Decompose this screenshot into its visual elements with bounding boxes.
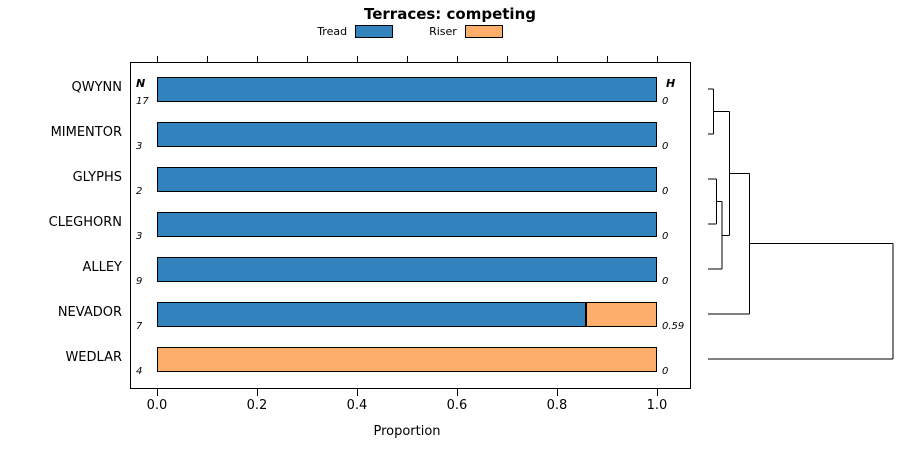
x-axis-title: Proportion [373,424,441,439]
h-value: 0 [662,96,669,107]
y-axis-label: CLEGHORN [48,215,122,230]
bar-segment-tread [157,166,657,192]
x-axis-tick-label: 0.2 [246,398,268,413]
legend-label-riser: Riser [429,25,457,38]
h-value: 0 [662,366,669,377]
top-minor-tick [256,56,258,62]
n-value: 7 [136,321,143,332]
bar-segment-tread [157,211,657,237]
legend: Tread Riser [130,25,690,38]
legend-swatch-tread-icon [355,25,394,38]
x-axis-tick [556,389,558,396]
top-minor-tick [156,56,158,62]
x-axis-tick-label: 1.0 [646,398,668,413]
bar-segment-tread [157,256,657,282]
legend-label-tread: Tread [317,25,348,38]
top-minor-tick [506,56,508,62]
n-value: 9 [136,276,143,287]
x-axis-tick [156,389,158,396]
x-axis-tick [256,389,258,396]
bar-segment-riser [157,346,657,372]
x-axis-tick-label: 0.8 [546,398,568,413]
y-axis-label: ALLEY [82,260,122,275]
top-minor-tick [556,56,558,62]
y-axis-label: MIMENTOR [50,125,122,140]
n-value: 17 [136,96,149,107]
bar-segment-tread [157,301,586,327]
top-minor-tick [356,56,358,62]
top-minor-tick [656,56,658,62]
x-axis-tick-label: 0.0 [146,398,168,413]
top-minor-tick [406,56,408,62]
x-axis-tick-label: 0.4 [346,398,368,413]
legend-item-riser: Riser [429,25,503,38]
top-minor-tick [456,56,458,62]
y-axis-label: QWYNN [71,80,122,95]
y-axis-label: WEDLAR [65,350,122,365]
top-minor-tick [606,56,608,62]
n-value: 3 [136,231,143,242]
x-axis-tick [456,389,458,396]
bar-segment-tread [157,121,657,147]
plot-frame [130,62,691,389]
n-value: 2 [136,186,143,197]
legend-swatch-riser-icon [464,25,503,38]
x-axis-tick-label: 0.6 [446,398,468,413]
h-value: 0 [662,231,669,242]
bar-segment-riser [585,301,657,327]
x-axis-tick [356,389,358,396]
bar-segment-tread [157,76,657,102]
legend-item-tread: Tread [317,25,394,38]
h-column-header: H [666,77,676,90]
n-value: 4 [136,366,143,377]
n-value: 3 [136,141,143,152]
chart-title: Terraces: competing [363,5,536,23]
y-axis-label: GLYPHS [72,170,122,185]
top-minor-tick [306,56,308,62]
n-column-header: N [136,77,146,90]
h-value: 0 [662,141,669,152]
h-value: 0 [662,186,669,197]
y-axis-label: NEVADOR [57,305,122,320]
h-value: 0 [662,276,669,287]
h-value: 0.59 [662,321,685,332]
x-axis-tick [656,389,658,396]
top-minor-tick [206,56,208,62]
